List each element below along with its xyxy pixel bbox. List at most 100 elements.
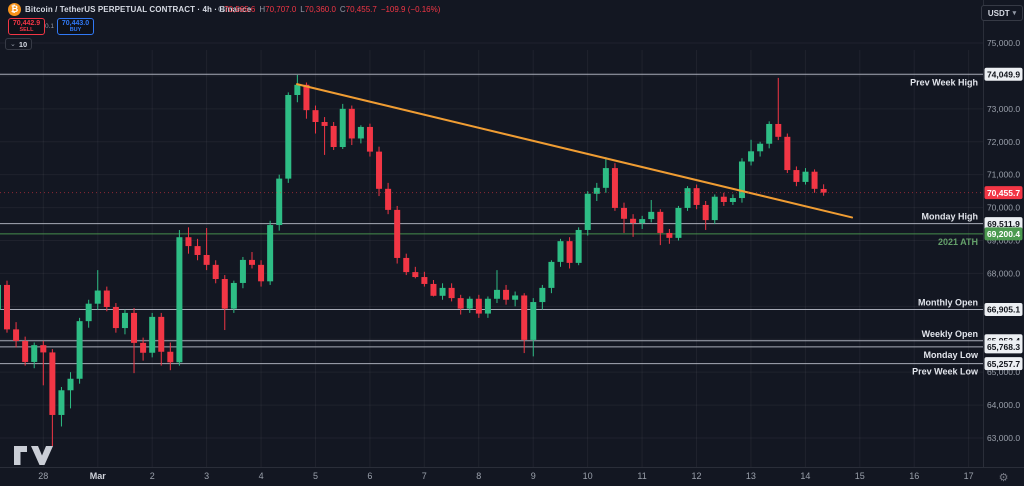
candle-body — [185, 237, 192, 247]
candle-body — [802, 171, 809, 182]
candle-body — [548, 261, 555, 288]
candle-body — [67, 378, 74, 391]
candle-body — [4, 284, 11, 330]
price-axis[interactable]: 75,000.0 73,000.0 72,000.0 71,000.0 70,000.0… — [987, 38, 1020, 443]
price-tick-label: 63,000.0 — [987, 433, 1020, 443]
price-level-label: Prev Week Low — [912, 367, 979, 377]
caret-down-icon: ▾ — [1012, 10, 1017, 17]
candle-body — [493, 289, 500, 299]
ohlc-readout: O70,565.6 H70,707.0 L70,360.0 C70,455.7 −109… — [218, 5, 440, 14]
sell-label: SELL — [19, 26, 34, 33]
buy-label: BUY — [69, 26, 82, 33]
candle-body — [76, 321, 83, 379]
candle-body — [675, 207, 682, 238]
price-tick-label: 70,000.0 — [987, 203, 1020, 213]
svg-text:70,455.7: 70,455.7 — [987, 188, 1020, 198]
candle-body — [94, 290, 101, 304]
chevron-down-icon: ⌄ — [10, 41, 16, 48]
candle-body — [394, 209, 401, 258]
price-tick-label: 75,000.0 — [987, 38, 1020, 48]
candle-body — [376, 151, 383, 189]
candle-body — [684, 188, 691, 208]
candle-body — [811, 171, 818, 189]
candle-body — [403, 257, 410, 273]
candle-body — [312, 110, 319, 123]
currency-dropdown[interactable]: USDT ▾ — [981, 5, 1023, 21]
candle-body — [49, 352, 56, 415]
key-level-lines[interactable] — [0, 73, 983, 365]
candle-body — [194, 246, 201, 255]
chart-grid — [0, 42, 983, 467]
price-tick-label: 65,000.0 — [987, 367, 1020, 377]
time-tick-label: 2 — [150, 471, 155, 481]
price-tick-label: 68,000.0 — [987, 268, 1020, 278]
buy-button[interactable]: 70,443.0 BUY — [57, 18, 94, 35]
candle-body — [820, 188, 827, 193]
candle-body — [176, 237, 183, 363]
tradingview-logo — [14, 446, 53, 465]
candle-body — [339, 108, 346, 148]
candle-body — [521, 295, 528, 340]
ohlc-high-value: 70,707.0 — [265, 5, 297, 14]
settings-gear-icon[interactable]: ⚙ — [999, 472, 1009, 484]
time-tick-label: 12 — [691, 471, 701, 481]
candle-body — [103, 290, 110, 307]
time-axis[interactable]: 28 Mar 2 3 4 5 6 7 8 9 10 11 12 13 14 15 16 17 — [38, 471, 973, 481]
candle-body — [666, 232, 673, 238]
candle-body — [539, 287, 546, 303]
price-tick-label: 64,000.0 — [987, 400, 1020, 410]
price-tick-label: 69,000.0 — [987, 236, 1020, 246]
price-level-tag: 69,200.4 — [984, 227, 1023, 241]
candle-body — [457, 298, 464, 309]
candle-body — [766, 123, 773, 144]
price-level-tag: 74,049.9 — [984, 67, 1023, 81]
candle-body — [430, 283, 437, 296]
price-tick-label: 72,000.0 — [987, 137, 1020, 147]
candle-body — [221, 279, 228, 309]
ohlc-open-value: 70,565.6 — [224, 5, 256, 14]
candle-body — [203, 254, 210, 265]
time-tick-label: 16 — [909, 471, 919, 481]
ohlc-close-label: C — [339, 5, 346, 14]
candle-body — [720, 196, 727, 202]
svg-text:74,049.9: 74,049.9 — [987, 69, 1020, 79]
candle-body — [630, 218, 637, 224]
candle-body — [58, 390, 65, 415]
sell-price: 70,442.9 — [12, 19, 41, 27]
candle-body — [639, 219, 646, 224]
time-tick-label: 17 — [964, 471, 974, 481]
time-tick-label: 9 — [531, 471, 536, 481]
ohlc-low-value: 70,360.0 — [304, 5, 336, 14]
price-level-label: Weekly Open — [922, 329, 978, 339]
candle-body — [503, 289, 510, 300]
candle-body — [584, 193, 591, 230]
key-level-labels: Prev Week High Monday High 2021 ATH Monthly… — [910, 77, 979, 376]
sell-button[interactable]: 70,442.9 SELL — [8, 18, 45, 35]
trendline-drawing[interactable] — [296, 83, 853, 219]
candle-body — [566, 241, 573, 263]
price-level-label: Monthly Open — [918, 297, 978, 307]
time-tick-label: 10 — [583, 471, 593, 481]
symbol-title[interactable]: Bitcoin / TetherUS PERPETUAL CONTRACT · … — [25, 5, 252, 14]
price-level-tag: 65,257.7 — [984, 357, 1023, 371]
quantity-dropdown[interactable]: ⌄ 10 — [5, 38, 33, 50]
candle-body — [657, 211, 664, 233]
svg-text:69,200.4: 69,200.4 — [987, 229, 1020, 239]
candle-body — [738, 161, 745, 199]
candle-body — [149, 316, 156, 353]
price-level-label: Prev Week High — [910, 77, 978, 87]
candle-body — [593, 187, 600, 194]
candle-body — [212, 264, 219, 280]
svg-text:65,257.7: 65,257.7 — [987, 359, 1020, 369]
candle-body — [31, 345, 38, 362]
bitcoin-icon: ₿ — [8, 3, 21, 16]
ohlc-close-value: 70,455.7 — [345, 5, 377, 14]
candle-body — [121, 312, 128, 329]
time-tick-label: 3 — [204, 471, 209, 481]
candle-body — [602, 168, 609, 188]
candle-body — [112, 306, 119, 329]
currency-label: USDT — [987, 8, 1010, 18]
candle-body — [621, 207, 628, 219]
candle-body — [702, 204, 709, 221]
